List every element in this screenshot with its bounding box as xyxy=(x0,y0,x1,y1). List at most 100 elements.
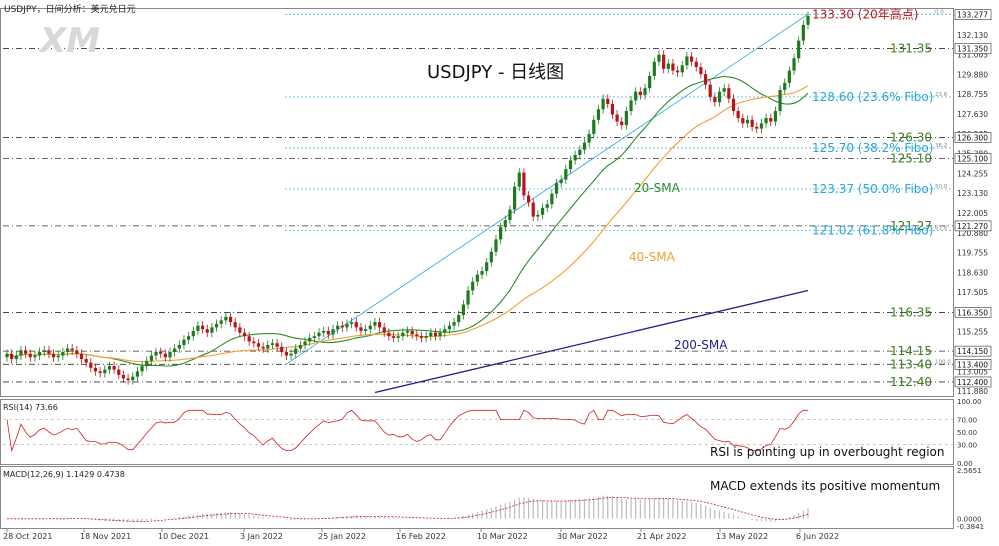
candle-body xyxy=(750,119,754,127)
candle-body xyxy=(322,330,326,333)
candle-body xyxy=(345,323,349,328)
y-tick-label: 113.005 xyxy=(957,367,988,376)
candle-body xyxy=(806,16,810,25)
candle-body xyxy=(19,350,23,356)
candle-body xyxy=(233,322,237,328)
candle-body xyxy=(47,350,51,354)
fibo-percent-tag: 100.0 xyxy=(935,359,951,365)
candle-body xyxy=(676,70,680,73)
y-tick-label: 118.630 xyxy=(957,268,988,277)
candle-body xyxy=(601,98,605,110)
candle-body xyxy=(564,169,568,180)
candle-body xyxy=(703,74,708,85)
candle-body xyxy=(256,343,261,347)
candle-body xyxy=(163,353,167,358)
x-tick-label: 18 Nov 2021 xyxy=(80,532,131,541)
candle-body xyxy=(331,329,335,335)
candle-body xyxy=(578,149,582,156)
level-label: 131.35 xyxy=(890,42,932,56)
candle-body xyxy=(471,281,475,291)
candle-body xyxy=(354,322,358,328)
y-tick-label: 115.255 xyxy=(957,328,988,337)
candle-body xyxy=(24,350,28,354)
candle-body xyxy=(671,63,675,71)
price-tag-box xyxy=(954,9,992,20)
price-tag: 121.270 xyxy=(957,222,988,231)
candle-body xyxy=(731,98,736,112)
candle-body xyxy=(499,227,503,240)
candle-body xyxy=(531,202,535,217)
price-tag-box xyxy=(954,43,992,54)
candle-body xyxy=(224,316,228,321)
candle-body xyxy=(117,369,121,375)
y-tick-label: 123.130 xyxy=(957,189,988,198)
price-tag-box xyxy=(954,307,992,318)
candle-body xyxy=(694,61,698,68)
candle-body xyxy=(317,332,321,337)
candle-body xyxy=(620,121,624,126)
x-tick-label: 10 Mar 2022 xyxy=(477,532,528,541)
x-tick-label: 10 Dec 2021 xyxy=(158,532,209,541)
candle-body xyxy=(191,330,195,337)
sma20-label: 20-SMA xyxy=(634,181,681,195)
y-tick-label: 119.755 xyxy=(957,249,988,258)
candle-body xyxy=(359,327,363,331)
candle-body xyxy=(149,355,153,361)
candle-body xyxy=(37,352,42,356)
candle-body xyxy=(708,84,712,97)
candle-body xyxy=(270,343,275,345)
sma200-label: 200-SMA xyxy=(674,338,728,352)
sma20-line xyxy=(6,75,809,367)
candle-body xyxy=(745,119,750,124)
candle-body xyxy=(727,88,731,99)
candle-body xyxy=(624,111,628,126)
x-tick-label: 25 Jan 2022 xyxy=(318,532,366,541)
candle-body xyxy=(238,327,242,333)
candle-body xyxy=(634,91,638,101)
candle-body xyxy=(480,271,484,275)
candle-body xyxy=(298,344,302,349)
candle-body xyxy=(457,315,461,323)
candle-body xyxy=(717,91,722,103)
sma40-line xyxy=(6,85,809,363)
y-tick-label: 129.880 xyxy=(957,70,988,79)
candle-body xyxy=(424,336,428,338)
candle-body xyxy=(387,332,391,337)
candle-body xyxy=(173,348,177,353)
level-label: 126.30 xyxy=(890,130,932,144)
candle-body xyxy=(489,251,493,263)
candle-body xyxy=(513,186,517,210)
candle-body xyxy=(438,332,442,337)
candle-body xyxy=(657,54,661,62)
candle-body xyxy=(135,371,139,377)
candle-body xyxy=(200,325,205,330)
sma200-line xyxy=(374,289,809,394)
candle-body xyxy=(475,274,479,282)
macd-panel-frame xyxy=(0,466,954,529)
y-tick-label: 132.130 xyxy=(957,31,988,40)
y-tick-label: 120.880 xyxy=(957,229,988,238)
candle-body xyxy=(340,325,344,328)
fibo-percent-tag: 61.8 xyxy=(935,225,948,231)
candle-body xyxy=(461,304,465,316)
candle-body xyxy=(79,353,84,360)
candle-body xyxy=(65,348,70,353)
rsi-tick-label: 50.00 xyxy=(957,429,977,437)
candle-body xyxy=(391,336,396,338)
candle-body xyxy=(526,195,531,203)
candle-body xyxy=(308,337,312,342)
y-tick-label: 124.255 xyxy=(957,169,988,178)
candle-body xyxy=(219,320,223,324)
candle-body xyxy=(28,353,32,358)
candle-body xyxy=(159,352,163,354)
candle-body xyxy=(103,369,107,374)
candle-body xyxy=(294,348,298,354)
candle-body xyxy=(10,353,14,360)
candle-body xyxy=(517,172,521,187)
candle-body xyxy=(350,322,354,324)
candle-body xyxy=(466,290,470,305)
candle-body xyxy=(797,40,801,59)
rsi-tick-label: 30.00 xyxy=(957,441,977,449)
candle-body xyxy=(182,339,186,345)
